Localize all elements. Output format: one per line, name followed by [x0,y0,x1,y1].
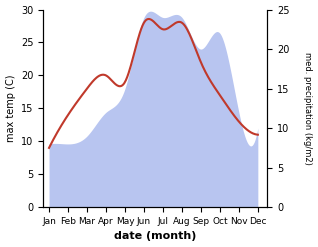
X-axis label: date (month): date (month) [114,231,197,242]
Y-axis label: med. precipitation (kg/m2): med. precipitation (kg/m2) [303,52,313,165]
Y-axis label: max temp (C): max temp (C) [5,75,16,142]
